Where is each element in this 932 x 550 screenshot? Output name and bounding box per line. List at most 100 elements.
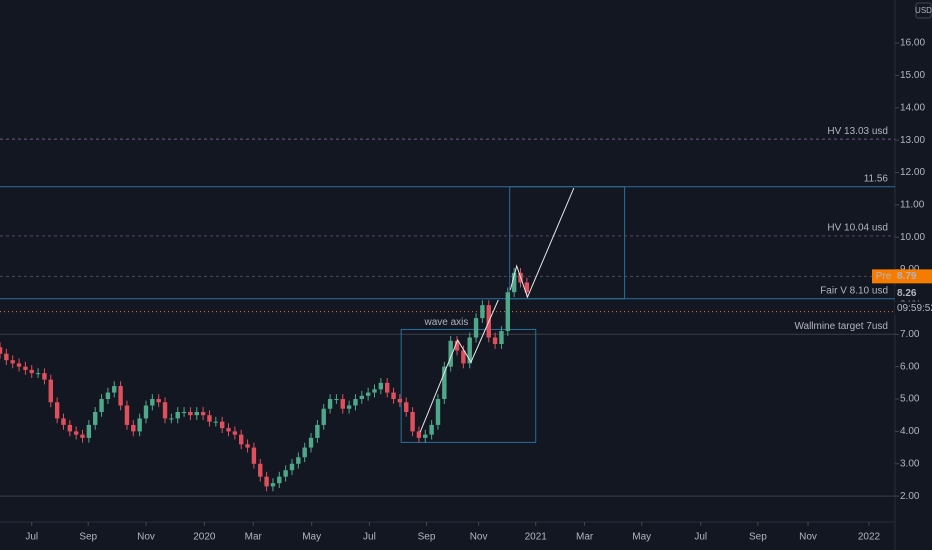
candle-body bbox=[4, 353, 9, 361]
candle-body bbox=[416, 431, 422, 438]
candle-body bbox=[232, 431, 238, 435]
candle-body bbox=[435, 399, 441, 425]
price-tag-bg bbox=[895, 286, 932, 301]
candle-body bbox=[315, 424, 320, 438]
x-tick-label: Nov bbox=[470, 532, 488, 543]
candle-body bbox=[397, 399, 403, 403]
candle-body bbox=[277, 476, 282, 484]
candle-body bbox=[270, 483, 276, 487]
candle-body bbox=[410, 411, 415, 432]
level-label: Wallmine target 7usd bbox=[794, 321, 888, 332]
candle-body bbox=[48, 379, 53, 403]
candle-body bbox=[35, 373, 41, 375]
annotation-box bbox=[509, 186, 626, 300]
candle-body bbox=[226, 428, 231, 432]
x-tick-label: Mar bbox=[576, 532, 594, 543]
box-label: wave axis bbox=[423, 317, 468, 328]
y-tick-label: 2.00 bbox=[900, 491, 920, 502]
candle-body bbox=[296, 457, 301, 464]
candle-body bbox=[162, 402, 168, 419]
candle-body bbox=[334, 399, 339, 401]
candle-body bbox=[137, 418, 142, 432]
candle-body bbox=[54, 402, 60, 419]
candle-body bbox=[442, 366, 447, 400]
x-tick-label: 2021 bbox=[525, 532, 548, 543]
candle-body bbox=[327, 399, 333, 409]
candle-body bbox=[283, 470, 288, 477]
x-tick-label: May bbox=[632, 532, 651, 543]
x-tick-label: Jul bbox=[25, 532, 38, 543]
candle-body bbox=[264, 476, 269, 487]
candle-body bbox=[0, 347, 3, 354]
candle-body bbox=[124, 405, 130, 425]
y-tick-label: 11.00 bbox=[900, 199, 925, 210]
price-tag: 8.26 bbox=[897, 288, 917, 299]
candle-body bbox=[118, 386, 123, 406]
x-tick-label: 2022 bbox=[858, 532, 881, 543]
candle-body bbox=[194, 411, 199, 416]
price-tag: 8.79 bbox=[897, 271, 917, 282]
candle-body bbox=[340, 399, 345, 409]
price-tag-bg bbox=[895, 269, 932, 284]
candle-body bbox=[353, 399, 358, 406]
candle-body bbox=[384, 382, 390, 393]
currency-box[interactable] bbox=[915, 2, 932, 19]
price-tag-prefix: Pre bbox=[876, 271, 892, 282]
candle-body bbox=[454, 340, 460, 351]
level-label: HV 10.04 usd bbox=[827, 223, 888, 234]
candle-body bbox=[499, 331, 504, 345]
x-tick-label: Sep bbox=[418, 532, 436, 543]
level-label: HV 13.03 usd bbox=[827, 126, 888, 137]
x-tick-label: Nov bbox=[799, 532, 817, 543]
candle-body bbox=[448, 340, 453, 367]
x-tick-label: 2020 bbox=[193, 532, 216, 543]
candle-body bbox=[505, 292, 511, 332]
candle-body bbox=[378, 382, 384, 390]
y-tick-label: 12.00 bbox=[900, 167, 925, 178]
countdown: 09:59:52 bbox=[897, 303, 932, 314]
candle-body bbox=[29, 369, 34, 374]
candle-body bbox=[346, 405, 352, 409]
countdown-bg bbox=[895, 301, 932, 316]
y-tick-label: 15.00 bbox=[900, 70, 925, 81]
candle-body bbox=[131, 424, 136, 432]
x-tick-label: Sep bbox=[79, 532, 97, 543]
candle-body bbox=[391, 392, 396, 400]
candle-body bbox=[207, 415, 212, 422]
candle-body bbox=[365, 392, 371, 396]
candle-body bbox=[175, 411, 180, 419]
candle-body bbox=[239, 434, 244, 445]
candle-body bbox=[61, 418, 66, 425]
candle-body bbox=[308, 437, 314, 448]
candle-body bbox=[302, 447, 307, 458]
y-tick-label: 3.00 bbox=[900, 458, 920, 469]
candle-body bbox=[289, 463, 295, 471]
candle-body bbox=[467, 337, 472, 364]
candle-body bbox=[404, 402, 409, 412]
y-tick-label: 7.00 bbox=[900, 329, 920, 340]
candle-body bbox=[473, 318, 479, 338]
candle-body bbox=[86, 424, 92, 438]
trend-drawing bbox=[419, 299, 499, 433]
y-tick-label: 10.00 bbox=[900, 232, 925, 243]
candle-body bbox=[359, 395, 365, 400]
y-tick-label: 6.00 bbox=[900, 361, 920, 372]
candle-body bbox=[461, 350, 466, 364]
candle-body bbox=[480, 305, 485, 319]
candle-body bbox=[181, 411, 187, 413]
candle-body bbox=[156, 399, 161, 403]
candle-body bbox=[423, 434, 428, 438]
candle-body bbox=[524, 282, 530, 293]
candle-body bbox=[112, 386, 117, 393]
candle-body bbox=[492, 337, 498, 345]
x-tick-label: Jul bbox=[694, 532, 707, 543]
candle-body bbox=[67, 424, 73, 432]
candle-body bbox=[93, 411, 98, 425]
candle-body bbox=[511, 272, 517, 293]
candle-body bbox=[16, 363, 22, 367]
candle-body bbox=[188, 411, 193, 416]
candle-body bbox=[258, 463, 263, 477]
